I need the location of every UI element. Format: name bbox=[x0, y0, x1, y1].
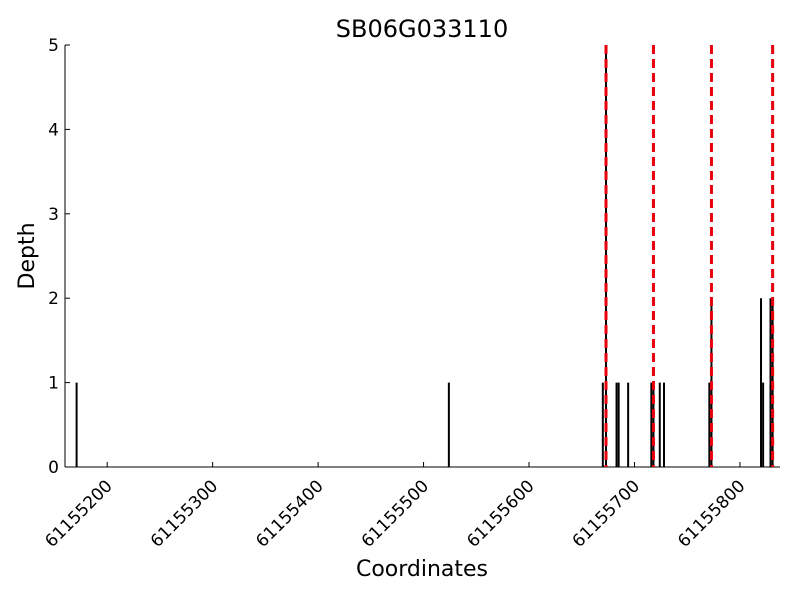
x-axis-label: Coordinates bbox=[356, 557, 488, 582]
y-tick-label: 3 bbox=[48, 205, 59, 225]
y-tick-label: 2 bbox=[48, 289, 59, 309]
y-axis-label: Depth bbox=[15, 222, 40, 289]
y-tick-label: 1 bbox=[48, 374, 59, 394]
chart-title: SB06G033110 bbox=[336, 15, 508, 43]
y-tick-label: 4 bbox=[48, 120, 59, 140]
x-tick-label: 61155300 bbox=[147, 476, 222, 551]
x-tick-label: 61155400 bbox=[252, 476, 327, 551]
y-tick-label: 0 bbox=[48, 458, 59, 478]
x-tick-label: 61155800 bbox=[674, 476, 749, 551]
x-tick-label: 61155200 bbox=[41, 476, 116, 551]
plot-area: 0 1 2 3 4 5 61155200 61155300 61155400 61155500 61… bbox=[41, 36, 780, 552]
y-tick-label: 5 bbox=[48, 36, 59, 56]
x-tick-label: 61155700 bbox=[569, 476, 644, 551]
x-tick-label: 61155500 bbox=[358, 476, 433, 551]
x-tick-label: 61155600 bbox=[463, 476, 538, 551]
